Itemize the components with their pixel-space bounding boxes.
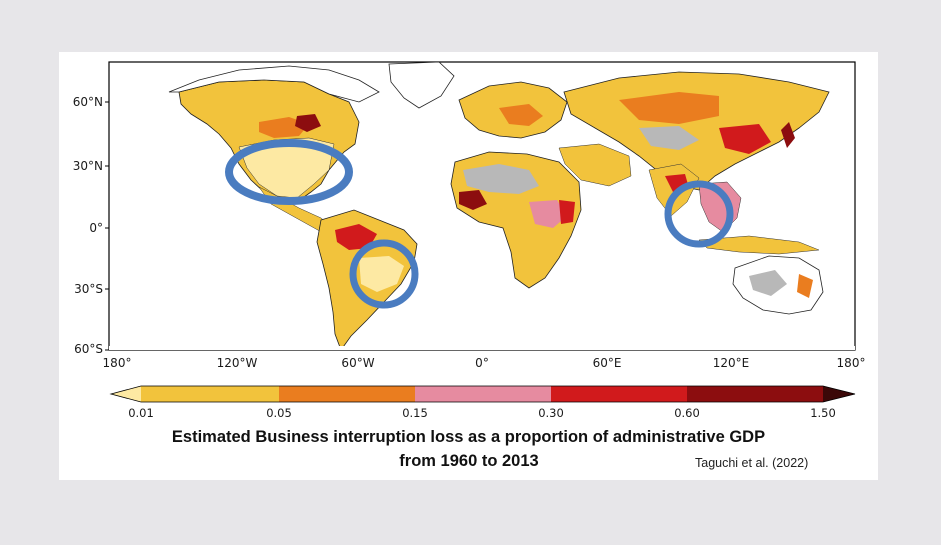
highlight-circle-southeast-asia — [664, 180, 734, 248]
tick-marks — [105, 101, 109, 351]
australia-hotspot — [797, 274, 813, 298]
figure-card: 60°N 30°N 0° 30°S 60°S 180° 120°W 60°W 0… — [59, 52, 878, 480]
lat-label-equator: 0° — [89, 221, 103, 235]
colorbar-segment-3 — [415, 386, 551, 402]
lat-label-30n: 30°N — [72, 159, 103, 173]
amazon-hotspot — [335, 224, 377, 250]
colorbar — [109, 385, 856, 403]
highlight-circle-north-america — [225, 139, 353, 205]
figure-title-line1: Estimated Business interruption loss as … — [171, 428, 766, 446]
lon-label-60w: 60°W — [341, 356, 375, 370]
lon-label-120w: 120°W — [216, 356, 258, 370]
greenland — [388, 62, 455, 109]
lon-label-60e: 60°E — [592, 356, 622, 370]
central-africa-hotspot — [529, 200, 567, 228]
highlight-circle-brazil — [349, 239, 419, 309]
middle-east — [558, 143, 632, 187]
colorbar-tick-2: 0.15 — [402, 406, 428, 420]
colorbar-extend-low — [111, 386, 141, 402]
colorbar-tick-5: 1.50 — [810, 406, 836, 420]
china-hotspot — [719, 124, 771, 154]
sahara-grey — [463, 164, 539, 194]
colorbar-tick-4: 0.60 — [674, 406, 700, 420]
west-africa-hotspot — [459, 190, 487, 210]
figure-title-line2: from 1960 to 2013 — [399, 452, 539, 470]
brazil-light-region — [359, 256, 404, 292]
colorbar-tick-1: 0.05 — [266, 406, 292, 420]
colorbar-tick-0: 0.01 — [128, 406, 154, 420]
usa-region — [238, 137, 335, 199]
colorbar-segment-4 — [551, 386, 687, 402]
australia-grey — [749, 270, 787, 296]
colorbar-segment-2 — [279, 386, 415, 402]
great-lakes-hotspot — [295, 114, 321, 132]
indonesia-islands — [698, 235, 820, 255]
japan — [781, 122, 795, 148]
world-map-figure — [105, 61, 856, 403]
central-asia-grey — [639, 126, 699, 150]
lat-label-30s: 30°S — [74, 282, 103, 296]
lon-label-180e: 180° — [836, 356, 866, 370]
colorbar-extend-high — [823, 386, 855, 402]
source-credit: Taguchi et al. (2022) — [695, 456, 809, 470]
colorbar-segment-1 — [141, 386, 279, 402]
east-africa-hotspot — [559, 200, 575, 224]
asia-orange — [619, 92, 719, 124]
colorbar-outline — [109, 385, 856, 403]
lon-label-180w: 180° — [102, 356, 132, 370]
colorbar-segment-5 — [687, 386, 823, 402]
europe-hotspot — [499, 104, 543, 126]
lat-label-60n: 60°N — [72, 95, 103, 109]
lon-label-0: 0° — [475, 356, 489, 370]
antarctica — [109, 346, 855, 350]
alaska-canada-north — [168, 65, 380, 103]
lon-label-120e: 120°E — [712, 356, 750, 370]
colorbar-tick-3: 0.30 — [538, 406, 564, 420]
lat-label-60s: 60°S — [74, 342, 103, 356]
